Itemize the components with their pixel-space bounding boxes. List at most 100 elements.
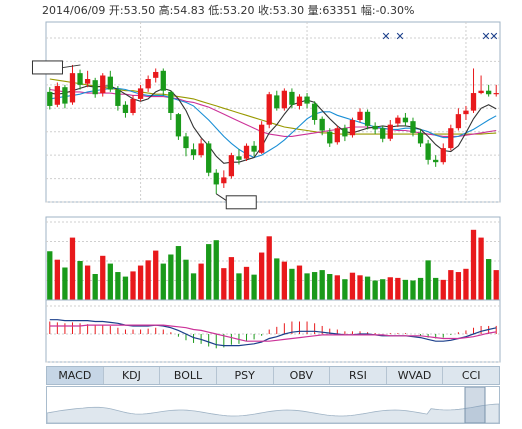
- volume-bars: [47, 229, 499, 300]
- volume-bar: [448, 270, 454, 300]
- volume-bar: [175, 246, 182, 300]
- price-gridlines: [45, 21, 501, 203]
- ma30-line: [49, 78, 497, 135]
- candle-body: [130, 98, 136, 113]
- candle-body: [493, 93, 499, 95]
- quote-header-text: 2014/06/09 开:53.50 高:54.83 低:53.20 收:53.…: [42, 4, 415, 17]
- volume-bar: [84, 265, 91, 300]
- volume-bar: [228, 257, 235, 300]
- candle-body: [168, 91, 174, 113]
- scrubber-selection-window: [464, 387, 486, 423]
- candle-body: [425, 143, 431, 160]
- volume-bar: [153, 250, 159, 300]
- candle-body: [84, 79, 91, 84]
- candle-body: [319, 118, 325, 131]
- tab-rsi[interactable]: RSI: [330, 367, 387, 384]
- volume-bar: [342, 279, 348, 300]
- volume-bar: [357, 275, 363, 300]
- candle-body: [281, 90, 287, 109]
- candle-body: [433, 159, 439, 163]
- low-label-box: [225, 195, 257, 210]
- volume-bar: [137, 265, 144, 300]
- candle-body: [266, 94, 272, 125]
- zoom-icon: ✕: [481, 30, 490, 43]
- candle-body: [259, 124, 265, 153]
- zoom-icon: ✕: [395, 30, 404, 43]
- candle-body: [478, 90, 484, 94]
- candle-body: [486, 90, 492, 95]
- volume-bar: [395, 277, 401, 300]
- candle-body: [274, 95, 280, 109]
- volume-bar: [145, 260, 151, 300]
- candle-body: [364, 111, 371, 126]
- volume-bar: [380, 279, 386, 300]
- volume-bar: [251, 274, 257, 300]
- candle-body: [92, 80, 98, 95]
- tab-obv[interactable]: OBV: [274, 367, 331, 384]
- candle-body: [175, 114, 182, 137]
- candle-body: [349, 120, 356, 136]
- indicator-tabs: MACD KDJ BOLL PSY OBV RSI WVAD CCI: [46, 366, 500, 385]
- volume-bar: [281, 261, 287, 300]
- volume-bar: [190, 273, 197, 300]
- volume-bar: [130, 271, 136, 300]
- volume-bar: [160, 263, 166, 300]
- candle-body: [206, 143, 212, 173]
- candle-body: [380, 128, 386, 139]
- volume-bar: [100, 255, 106, 300]
- volume-bar: [402, 279, 409, 300]
- candle-body: [304, 96, 310, 104]
- tab-macd[interactable]: MACD: [47, 367, 104, 384]
- candle-body: [47, 91, 53, 106]
- candle-body: [455, 114, 462, 129]
- candle-body: [387, 124, 393, 139]
- volume-bar: [349, 272, 356, 300]
- tab-kdj[interactable]: KDJ: [104, 367, 161, 384]
- candle-body: [402, 117, 409, 123]
- volume-bar: [274, 258, 280, 300]
- candle-body: [395, 117, 401, 124]
- candle-body: [122, 104, 129, 113]
- price-extreme-labels: [31, 60, 257, 210]
- candle-body: [334, 128, 340, 143]
- tab-wvad[interactable]: WVAD: [387, 367, 444, 384]
- macd-lines: [49, 319, 497, 347]
- volume-bar: [122, 276, 129, 300]
- volume-bar: [433, 277, 439, 300]
- volume-bar: [115, 272, 121, 300]
- tab-boll[interactable]: BOLL: [160, 367, 217, 384]
- volume-bar: [470, 229, 477, 300]
- volume-bar: [425, 260, 431, 300]
- volume-bar: [77, 261, 83, 300]
- candle-body: [183, 136, 189, 149]
- scrubber-canvas: [47, 387, 499, 423]
- timeline-scrubber[interactable]: [46, 386, 500, 424]
- candle-body: [243, 145, 250, 159]
- volume-bar: [183, 259, 189, 300]
- high-label-box: [31, 60, 63, 75]
- dif-line: [49, 319, 497, 347]
- candle-body: [69, 73, 76, 103]
- candle-body: [357, 111, 363, 120]
- volume-bar: [493, 270, 499, 300]
- candle-body: [448, 128, 454, 149]
- volume-gridlines: [45, 216, 501, 301]
- volume-bar: [319, 270, 325, 300]
- candle-body: [100, 75, 106, 94]
- volume-bar: [266, 236, 272, 300]
- quote-header: 2014/06/09 开:53.50 高:54.83 低:53.20 收:53.…: [42, 2, 415, 18]
- candle-body: [190, 149, 197, 156]
- candle-body: [463, 110, 469, 115]
- volume-bar: [213, 240, 219, 300]
- candle-body: [228, 155, 235, 177]
- chart-canvas: ✕ ✕ ✕✕: [31, 21, 501, 363]
- volume-bar: [327, 274, 333, 300]
- volume-bar: [54, 259, 60, 300]
- volume-bar: [410, 280, 416, 300]
- volume-bar: [236, 273, 242, 300]
- candle-body: [410, 121, 416, 133]
- zoom-icons[interactable]: ✕ ✕ ✕✕: [381, 30, 498, 43]
- tab-psy[interactable]: PSY: [217, 367, 274, 384]
- tab-cci[interactable]: CCI: [461, 369, 481, 382]
- volume-bar: [168, 254, 174, 300]
